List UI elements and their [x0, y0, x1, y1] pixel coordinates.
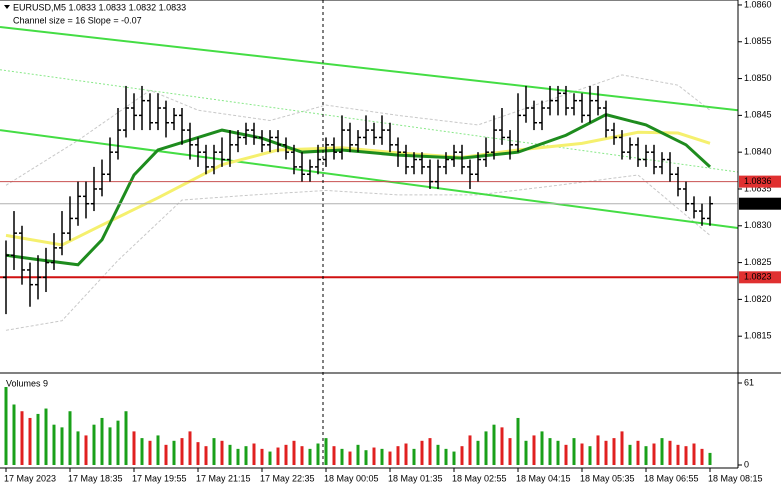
x-tick-label: 18 May 00:05 [324, 473, 379, 483]
x-tick-label: 17 May 19:55 [132, 473, 187, 483]
x-tick-label: 18 May 01:35 [388, 473, 443, 483]
y-tick-label: 1.0830 [744, 220, 772, 230]
level-tag [739, 271, 781, 284]
x-tick-label: 17 May 2023 [4, 473, 56, 483]
x-tick-label: 18 May 08:15 [708, 473, 763, 483]
x-tick-label: 18 May 06:55 [644, 473, 699, 483]
level-label: 1.0833 [744, 198, 772, 208]
level-label: 1.0836 [744, 176, 772, 186]
level-label: 1.0823 [744, 272, 772, 282]
chart-title: EURUSD,M5 1.0833 1.0833 1.0832 1.0833 [13, 2, 186, 12]
indicator-line [5, 113, 712, 267]
indicator-label: Channel size = 16 Slope = -0.07 [13, 15, 142, 25]
y-tick-label: 1.0825 [744, 257, 772, 267]
y-tick-label: 1.0845 [744, 110, 772, 120]
level-tag [739, 197, 781, 210]
volume-title: Volumes 9 [6, 378, 48, 388]
y-tick-label: 1.0835 [744, 183, 772, 193]
x-tick-label: 18 May 05:35 [580, 473, 635, 483]
price-pane [0, 26, 738, 331]
volume-pane [4, 387, 712, 465]
y-tick-label: 1.0820 [744, 294, 772, 304]
indicator-line [0, 69, 738, 173]
indicator-line [0, 26, 738, 112]
x-tick-label: 18 May 02:55 [452, 473, 507, 483]
x-tick-label: 17 May 22:35 [260, 473, 315, 483]
axes: 1.0815 1.0820 1.0825 1.0830 1.0835 1.0840 1.08… [4, 0, 781, 483]
y-tick-label: 1.0850 [744, 73, 772, 83]
symbol-icon [4, 5, 10, 9]
y-tick-label: 0 [744, 459, 749, 469]
x-tick-label: 17 May 18:35 [68, 473, 123, 483]
indicator-line [5, 74, 711, 186]
y-tick-label: 61 [744, 377, 754, 387]
y-tick-label: 1.0855 [744, 36, 772, 46]
y-tick-label: 1.0815 [744, 331, 772, 341]
level-tag [739, 175, 781, 188]
x-tick-label: 17 May 21:15 [196, 473, 251, 483]
y-tick-label: 1.0840 [744, 147, 772, 157]
indicator-line [0, 129, 738, 229]
x-tick-label: 18 May 04:15 [516, 473, 571, 483]
y-tick-label: 1.0860 [744, 0, 772, 9]
